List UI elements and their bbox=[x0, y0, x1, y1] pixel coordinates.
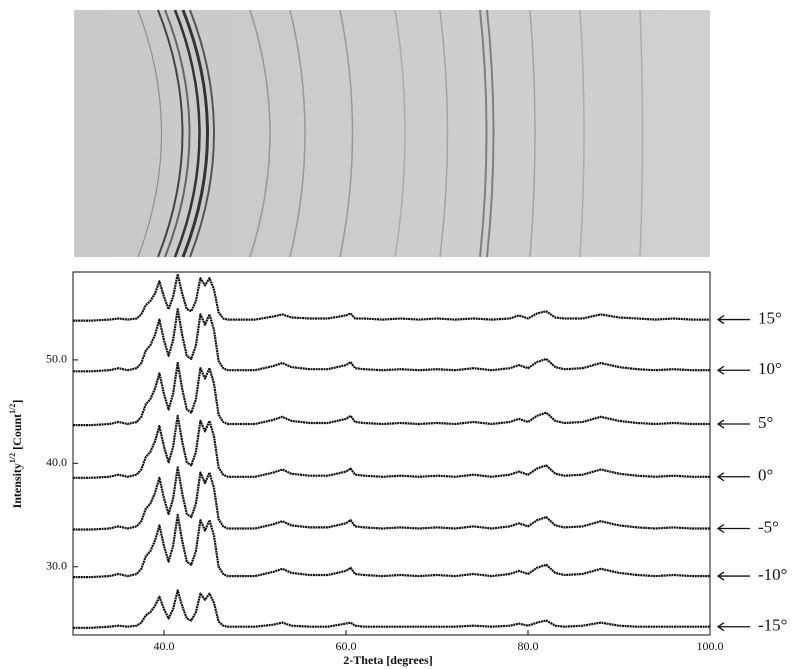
label-arrow bbox=[716, 419, 750, 429]
pattern-line bbox=[73, 308, 710, 373]
series-label: 10° bbox=[758, 359, 782, 378]
x-tick-label: 60.0 bbox=[336, 639, 357, 653]
pattern-line bbox=[73, 466, 710, 531]
label-arrow bbox=[716, 315, 750, 325]
plot-frame bbox=[72, 271, 711, 636]
x-tick-label: 80.0 bbox=[518, 639, 539, 653]
series-label: 5° bbox=[758, 413, 773, 432]
label-arrow bbox=[716, 365, 750, 375]
y-label-part: [Count bbox=[10, 414, 24, 453]
diffraction-image bbox=[74, 9, 710, 258]
y-tick-label: 40.0 bbox=[46, 455, 67, 469]
label-arrow bbox=[716, 571, 750, 581]
y-tick-label: 50.0 bbox=[46, 352, 67, 366]
y-label-part: 1/2 bbox=[8, 404, 17, 414]
series-label: -15° bbox=[758, 616, 787, 635]
label-arrow bbox=[716, 472, 750, 482]
series-label: -5° bbox=[758, 517, 779, 536]
x-axis-label: 2-Theta [degrees] bbox=[343, 653, 432, 667]
x-tick-label: 100.0 bbox=[697, 639, 724, 653]
series-label: 0° bbox=[758, 466, 773, 485]
x-tick-label: 40.0 bbox=[154, 639, 175, 653]
y-tick-label: 30.0 bbox=[46, 558, 67, 572]
y-label-part: ] bbox=[10, 400, 24, 404]
pattern-line bbox=[73, 513, 710, 579]
series-label: -10° bbox=[758, 565, 787, 584]
label-arrow bbox=[716, 622, 750, 632]
pattern-line bbox=[73, 589, 710, 629]
label-arrow bbox=[716, 523, 750, 534]
pattern-line bbox=[73, 273, 710, 322]
y-label-part: 1/2 bbox=[8, 453, 17, 463]
pattern-line bbox=[73, 414, 710, 479]
pattern-line bbox=[73, 361, 710, 427]
series-label: 15° bbox=[758, 308, 782, 327]
y-label-part: Intensity bbox=[10, 463, 24, 508]
y-axis-label: Intensity1/2 [Count1/2] bbox=[8, 400, 24, 509]
